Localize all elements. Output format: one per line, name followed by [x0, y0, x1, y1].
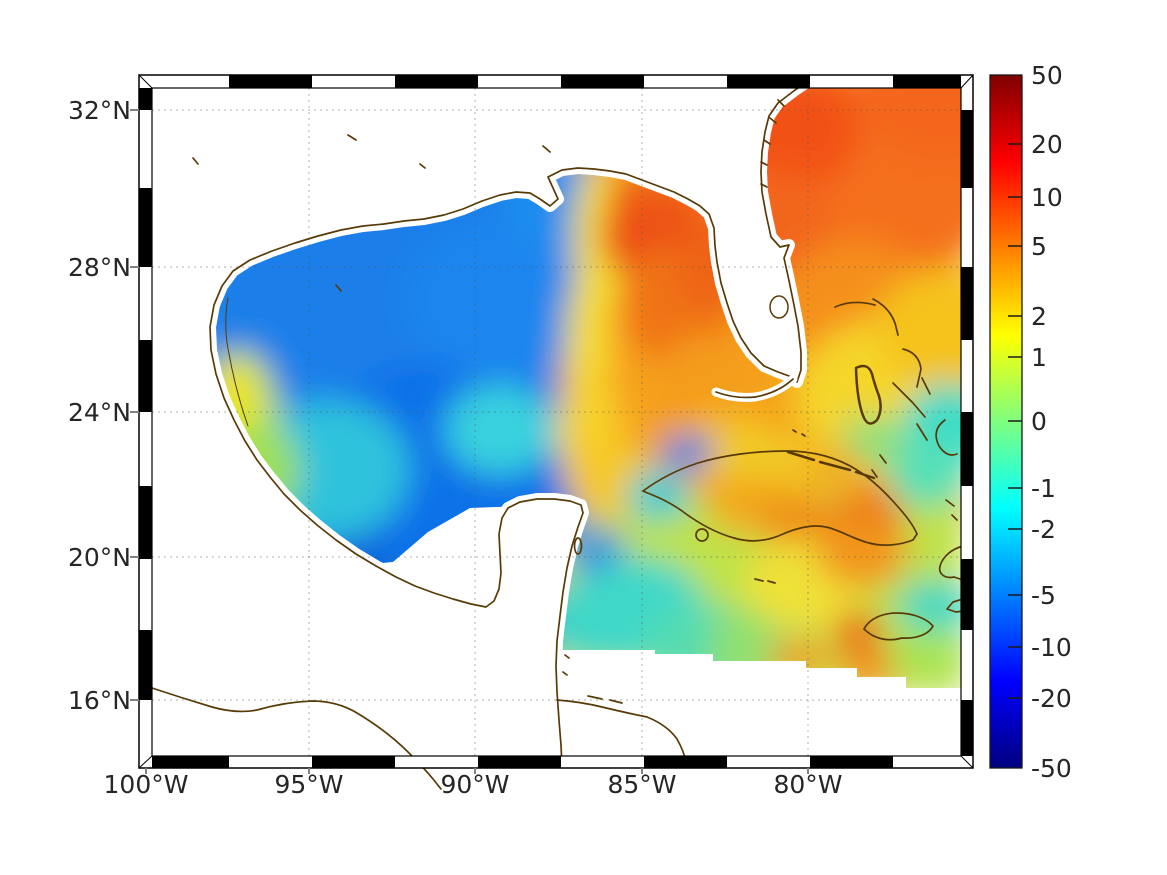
- colorbar-ticks: [1008, 143, 1022, 699]
- coastline-cozumel: [573, 537, 583, 555]
- cbar-label-m20: -20: [1031, 684, 1072, 713]
- x-axis-labels: 100°W 95°W 90°W 85°W 80°W: [104, 770, 843, 799]
- lat-tick-label-24n: 24°N: [68, 398, 131, 427]
- lon-tick-label-95w: 95°W: [274, 770, 343, 799]
- cbar-label-m50: -50: [1031, 754, 1072, 783]
- inland-water-specks: [192, 134, 570, 676]
- coastline-cat-island: [921, 377, 931, 395]
- coastline-ragged-cays: [871, 454, 958, 521]
- coastline-cuba-north-cays: [786, 450, 876, 480]
- cbar-label-10: 10: [1031, 183, 1063, 212]
- cbar-label-0: 0: [1031, 407, 1047, 436]
- coastline-abaco: [872, 298, 899, 336]
- coastline-grand-bahama: [834, 301, 876, 308]
- lon-tick-label-85w: 85°W: [607, 770, 676, 799]
- cbar-label-m2: -2: [1031, 515, 1056, 544]
- coastline-andros: [854, 364, 882, 425]
- coastline-exuma: [892, 382, 926, 418]
- cbar-label-m10: -10: [1031, 633, 1072, 662]
- lat-tick-label-32n: 32°N: [68, 96, 131, 125]
- lon-tick-label-100w: 100°W: [104, 770, 189, 799]
- coastline-cay-sal: [792, 429, 806, 437]
- map-frame: [138, 74, 974, 769]
- coastline-texas-lagoon: [225, 297, 249, 427]
- cbar-label-m1: -1: [1031, 474, 1056, 503]
- coastline-florida-keys-line: [715, 378, 794, 399]
- cbar-label-5: 5: [1031, 232, 1047, 261]
- coastline-long-island: [916, 423, 928, 441]
- lat-tick-label-16n: 16°N: [68, 686, 131, 715]
- coastline-isla-juventud: [695, 528, 709, 542]
- cbar-label-1: 1: [1031, 343, 1047, 372]
- lake-okeechobee: [769, 295, 789, 319]
- lon-tick-label-90w: 90°W: [440, 770, 509, 799]
- coastline-mainland: [209, 77, 814, 768]
- lon-tick-label-80w: 80°W: [773, 770, 842, 799]
- colorbar-labels: 50 20 10 5 2 1 0 -1 -2 -5 -10 -20 -50: [1031, 61, 1072, 783]
- lat-tick-label-20n: 20°N: [68, 543, 131, 572]
- cbar-label-m5: -5: [1031, 581, 1056, 610]
- axis-ticks: [130, 109, 809, 774]
- colorbar: 50 20 10 5 2 1 0 -1 -2 -5 -10 -20 -50: [989, 61, 1072, 783]
- coastlines: [151, 77, 964, 790]
- coastline-pacific-mexico: [151, 687, 442, 790]
- lat-tick-label-28n: 28°N: [68, 253, 131, 282]
- coastline-eleuthera: [902, 348, 922, 388]
- cbar-label-20: 20: [1031, 130, 1063, 159]
- coastline-crooked-island: [935, 419, 958, 456]
- cbar-label-50: 50: [1031, 61, 1063, 90]
- y-axis-labels: 32°N 28°N 24°N 20°N 16°N: [68, 96, 131, 715]
- coastline-jamaica: [863, 612, 934, 641]
- coastline-honduras: [556, 699, 688, 768]
- cbar-label-2: 2: [1031, 302, 1047, 331]
- coastline-cayman-islands: [754, 578, 776, 584]
- coastline-georgia-barriers: [760, 99, 785, 188]
- coastline-hispaniola: [938, 545, 964, 613]
- coastline-roatan: [587, 695, 623, 704]
- coastline-cuba: [642, 450, 918, 546]
